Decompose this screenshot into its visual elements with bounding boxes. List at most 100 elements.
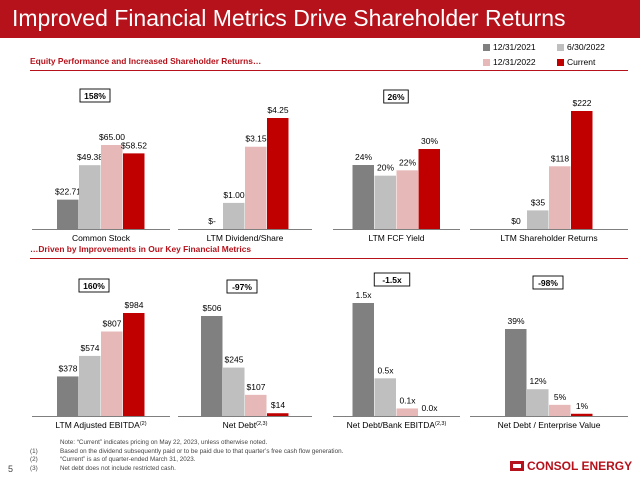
bar [101, 145, 123, 229]
legend-swatch [557, 44, 564, 51]
legend-swatch [557, 59, 564, 66]
change-badge: 26% [387, 92, 404, 102]
bar [201, 316, 223, 416]
data-label: $58.52 [121, 140, 147, 150]
bar [245, 394, 267, 416]
data-label: 30% [421, 136, 438, 146]
page-number: 5 [8, 464, 14, 474]
bar [396, 408, 418, 416]
legend-swatch [483, 44, 490, 51]
data-label: $22.71 [55, 187, 81, 197]
data-label: 1.5x [355, 290, 372, 300]
data-label: $118 [551, 153, 570, 163]
legend-swatch [483, 59, 490, 66]
change-badge: -1.5x [382, 275, 402, 285]
data-label: $506 [203, 303, 222, 313]
data-label: $49.38 [77, 152, 103, 162]
change-badge: -98% [538, 278, 558, 288]
chart-legend: 12/31/2021 6/30/2022 12/31/2022 Current [483, 42, 635, 72]
change-badge-box [79, 88, 111, 103]
bar [123, 153, 145, 229]
bar [267, 413, 289, 416]
data-label: $574 [81, 343, 100, 353]
page-title: Improved Financial Metrics Drive Shareho… [12, 5, 566, 31]
footnote: (2) “Current” is as of quarter-ended Marc… [30, 456, 196, 464]
bar [549, 166, 571, 229]
data-label: $378 [59, 363, 78, 373]
category-label: Common Stock [72, 233, 131, 243]
bar [267, 118, 289, 229]
section-heading-equity: Equity Performance and Increased Shareho… [30, 56, 262, 66]
data-label: $807 [103, 319, 122, 329]
data-label: 1% [576, 401, 589, 411]
bar [352, 303, 374, 416]
bar [101, 331, 123, 416]
data-label: $35 [531, 197, 545, 207]
data-label: 22% [399, 157, 416, 167]
bar [374, 175, 396, 229]
title-bar: Improved Financial Metrics Drive Shareho… [0, 0, 640, 38]
change-badge-box [226, 279, 258, 294]
data-label: $222 [573, 98, 592, 108]
bar [571, 413, 593, 416]
bar [245, 146, 267, 229]
category-label: Net Debt / Enterprise Value [498, 420, 601, 430]
section-heading-metrics: …Driven by Improvements in Our Key Finan… [30, 244, 252, 254]
data-label: $0 [511, 216, 521, 226]
bar [374, 378, 396, 416]
legend-item-12-31-2021: 12/31/2021 [483, 42, 536, 52]
data-label: 24% [355, 152, 372, 162]
bar [527, 389, 549, 416]
section-rule-top [30, 70, 628, 71]
bar [79, 165, 101, 229]
legend-item-6-30-2022: 6/30/2022 [557, 42, 605, 52]
data-label: $107 [247, 382, 266, 392]
bar [57, 199, 79, 229]
bar [123, 313, 145, 416]
footnotes: Note: “Current” indicates pricing on May… [30, 439, 343, 473]
bar [396, 170, 418, 229]
logo-icon [510, 461, 524, 471]
data-label: $4.25 [267, 105, 289, 115]
change-badge: 160% [83, 281, 105, 291]
data-label: 0.5x [377, 365, 394, 375]
data-label: 39% [507, 316, 524, 326]
category-label: LTM Dividend/Share [207, 233, 284, 243]
data-label: $245 [225, 355, 244, 365]
data-label: $14 [271, 400, 285, 410]
data-label: 12% [529, 376, 546, 386]
data-label: 0.1x [399, 395, 416, 405]
change-badge: 158% [84, 91, 106, 101]
data-label: $65.00 [99, 132, 125, 142]
bar [505, 329, 527, 416]
bar [57, 376, 79, 416]
bar [352, 165, 374, 229]
company-logo: CONSOL ENERGY [510, 459, 632, 473]
footnote: (1) Based on the dividend subsequently pa… [30, 447, 344, 455]
category-label: LTM Adjusted EBITDA(2) [55, 420, 146, 430]
bar [223, 202, 245, 229]
data-label: $- [208, 216, 216, 226]
category-label: LTM Shareholder Returns [500, 233, 597, 243]
data-label: 0.0x [421, 403, 438, 413]
change-badge-box [78, 278, 110, 293]
footnote: Note: “Current” indicates pricing on May… [60, 439, 268, 446]
change-badge-box [383, 89, 409, 104]
data-label: $984 [125, 300, 144, 310]
category-label: Net Debt(2,3) [223, 420, 268, 430]
bar [79, 355, 101, 416]
footnote: (3) Net debt does not include restricted … [30, 464, 176, 472]
category-label: LTM FCF Yield [368, 233, 424, 243]
bar [527, 210, 549, 229]
bar [571, 111, 593, 229]
section-rule-bottom [30, 258, 628, 259]
data-label: $3.15 [245, 134, 267, 144]
change-badge-box [373, 272, 411, 287]
change-badge-box [532, 275, 564, 290]
legend-item-current: Current [557, 57, 595, 67]
category-label: Net Debt/Bank EBITDA(2,3) [347, 420, 447, 430]
data-label: $1.00 [223, 190, 245, 200]
data-label: 5% [554, 392, 567, 402]
bar [223, 367, 245, 416]
